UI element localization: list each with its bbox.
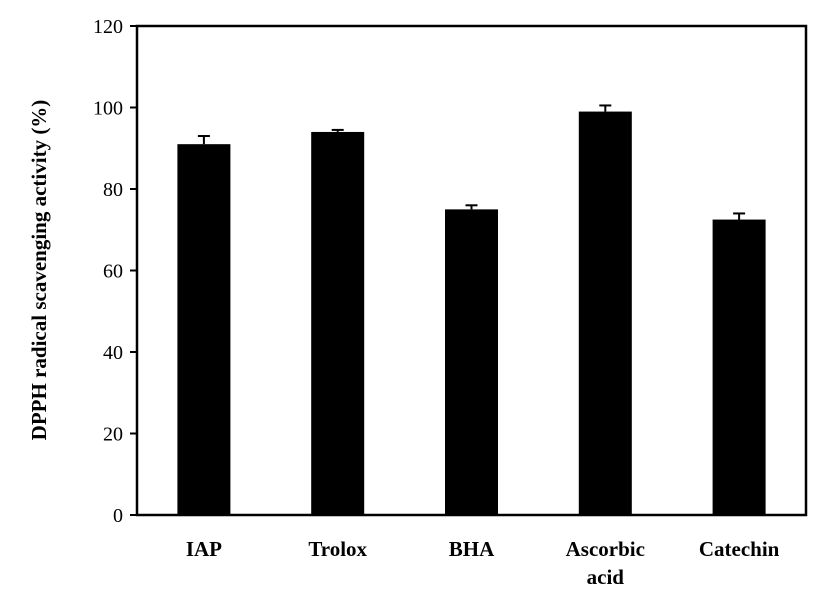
- bars: [177, 111, 766, 516]
- bar: [177, 144, 231, 516]
- y-tick-label: 80: [103, 179, 123, 201]
- error-bars: [197, 104, 746, 220]
- x-category-label: acid: [587, 565, 625, 589]
- bar: [712, 219, 766, 515]
- bar: [445, 209, 498, 515]
- y-tick-label: 20: [103, 424, 123, 446]
- bar: [578, 111, 632, 515]
- y-tick-label: 0: [113, 505, 123, 527]
- y-tick-label: 40: [103, 342, 123, 364]
- x-axis-labels: IAP Trolox BHA Ascorbic acid Catechin: [186, 537, 780, 589]
- y-axis-ticks: 0 20 40 60 80 100 120: [93, 16, 137, 527]
- bar: [311, 131, 365, 515]
- x-category-label: IAP: [186, 537, 222, 561]
- x-category-label: BHA: [449, 537, 495, 561]
- y-tick-label: 60: [103, 261, 123, 283]
- x-category-label: Trolox: [308, 537, 367, 561]
- y-axis-title: DPPH radical scavenging activity (%): [27, 100, 51, 441]
- x-category-label: Ascorbic: [566, 537, 645, 561]
- plot-frame: [135, 24, 808, 517]
- x-category-label: Catechin: [699, 537, 780, 561]
- y-tick-label: 100: [93, 98, 123, 120]
- y-tick-label: 120: [93, 16, 123, 38]
